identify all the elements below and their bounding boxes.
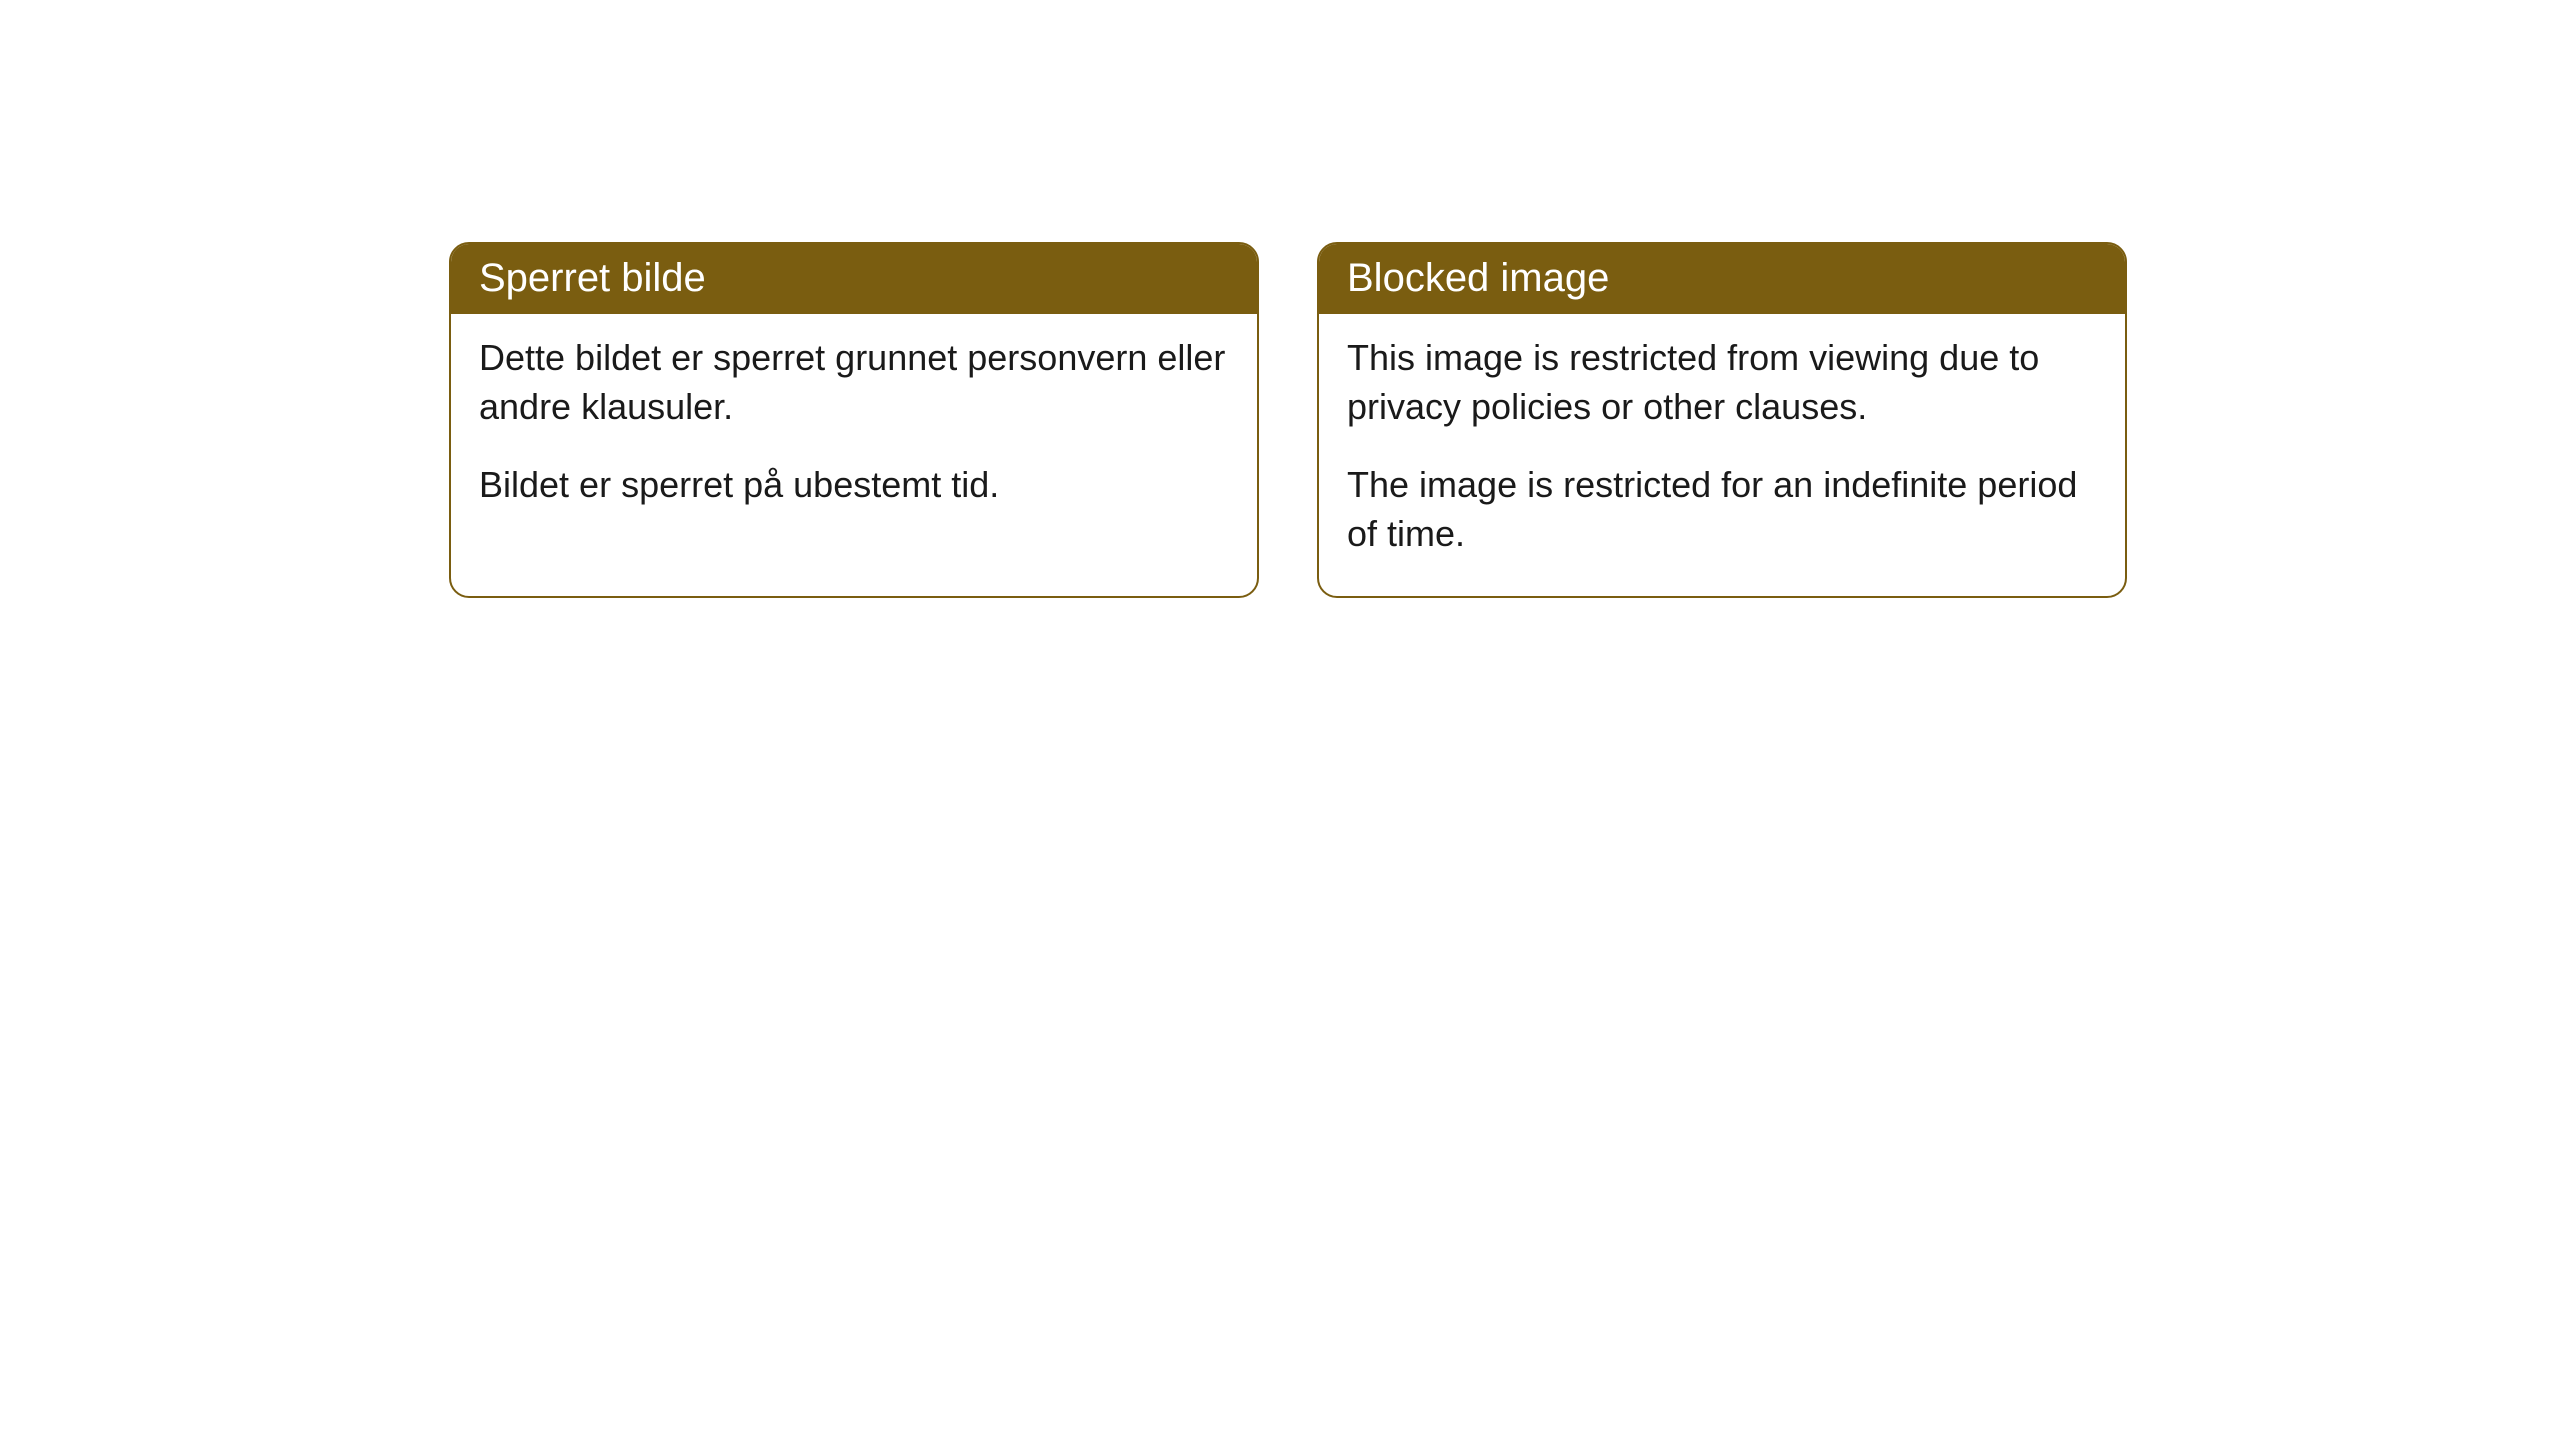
notice-header: Sperret bilde — [451, 244, 1257, 314]
notice-paragraph: Bildet er sperret på ubestemt tid. — [479, 461, 1229, 510]
notice-card-english: Blocked image This image is restricted f… — [1317, 242, 2127, 598]
notice-header: Blocked image — [1319, 244, 2125, 314]
notice-card-norwegian: Sperret bilde Dette bildet er sperret gr… — [449, 242, 1259, 598]
notice-paragraph: This image is restricted from viewing du… — [1347, 334, 2097, 431]
notice-paragraph: The image is restricted for an indefinit… — [1347, 461, 2097, 558]
notice-body: Dette bildet er sperret grunnet personve… — [451, 314, 1257, 548]
notice-body: This image is restricted from viewing du… — [1319, 314, 2125, 596]
notice-paragraph: Dette bildet er sperret grunnet personve… — [479, 334, 1229, 431]
notice-container: Sperret bilde Dette bildet er sperret gr… — [449, 242, 2127, 598]
